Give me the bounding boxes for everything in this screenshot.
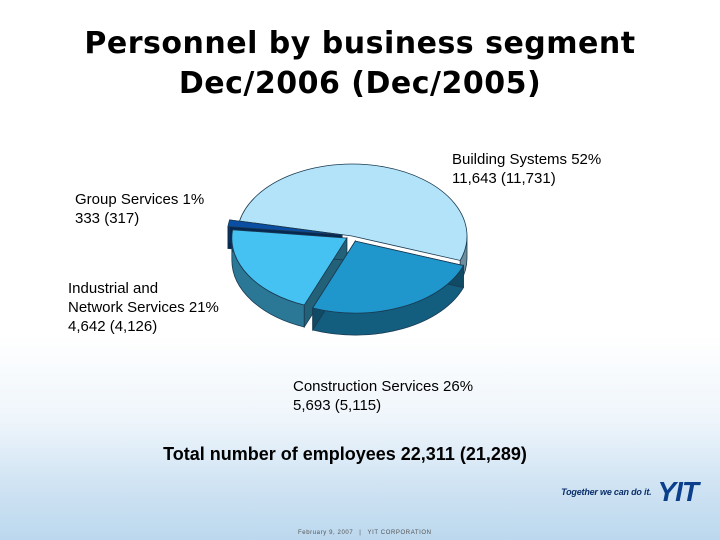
label-industrial-name-1: Industrial and [68,280,159,297]
yit-logo: YIT [657,476,699,507]
label-group-services-value: 333 (317) [75,210,140,227]
label-construction-name: Construction Services 26% [293,378,474,395]
label-industrial-name-2: Network Services 21% [68,299,219,316]
title-line-2: Dec/2006 (Dec/2005) [178,66,542,101]
slice-group-services-top [227,219,343,236]
footer-date: February 9, 2007 [298,530,354,536]
label-industrial-value: 4,642 (4,126) [68,318,158,335]
slice-building-systems-top [238,163,468,261]
slice-construction-services [312,239,465,336]
footer: February 9, 2007 | YIT CORPORATION [298,530,432,536]
label-building-systems-value: 11,643 (11,731) [452,170,556,187]
label-building-systems: Building Systems 52% 11,643 (11,731) [452,150,601,188]
brand-tagline: Together we can do it. [561,487,652,497]
title-line-1: Personnel by business segment [84,26,636,61]
label-group-services-name: Group Services 1% [75,191,205,208]
brand: Together we can do it. YIT [561,476,699,507]
label-construction-value: 5,693 (5,115) [293,397,382,414]
label-industrial-network: Industrial and Network Services 21% 4,64… [68,279,219,336]
label-group-services: Group Services 1% 333 (317) [75,190,204,228]
slice-industrial-network [231,229,348,329]
footer-separator: | [359,530,362,536]
footer-company: YIT CORPORATION [367,530,432,536]
total-employees: Total number of employees 22,311 (21,289… [163,444,527,464]
page-title: Personnel by business segment Dec/2006 (… [0,24,720,104]
label-building-systems-name: Building Systems 52% [452,151,602,168]
slice-industrial-network-top [231,229,348,306]
slice-construction-services-top [312,240,465,314]
label-construction-services: Construction Services 26% 5,693 (5,115) [293,377,473,415]
